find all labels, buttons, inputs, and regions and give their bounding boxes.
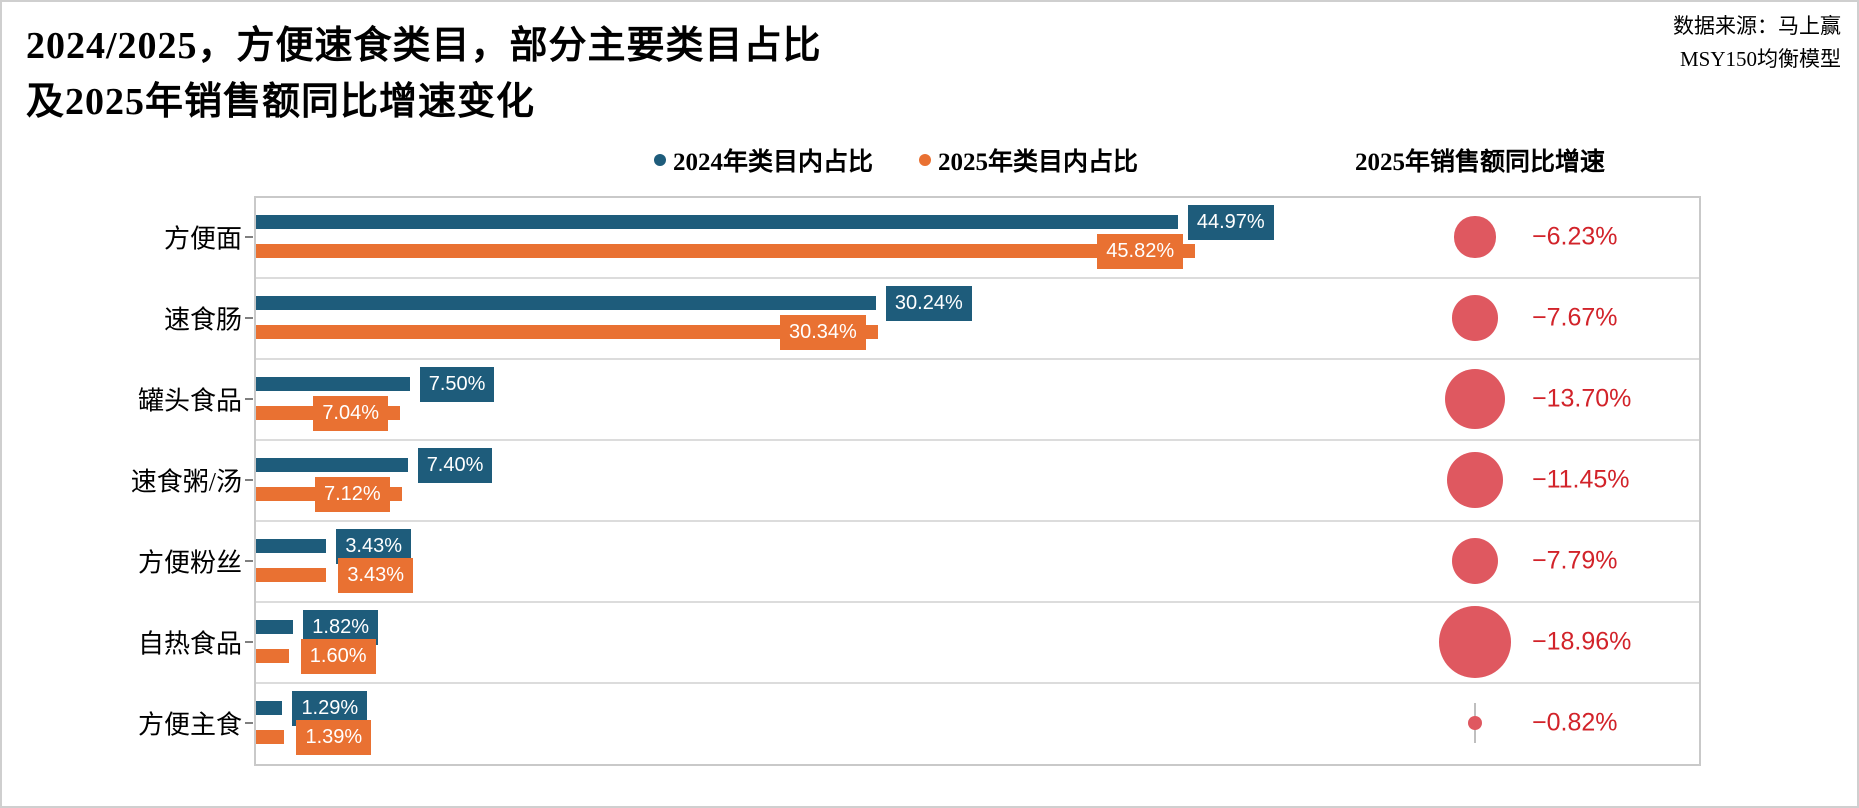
axis-tick: [245, 479, 253, 481]
legend-item-2024: 2024年类目内占比: [654, 142, 873, 178]
chart-row-1: 方便面 44.97% 45.82% −6.23%: [164, 198, 1699, 279]
bar-2024: [256, 458, 408, 472]
legend-label-2025: 2025年类目内占比: [938, 149, 1139, 176]
bar-2024: [256, 701, 283, 715]
growth-value-label: −0.82%: [1532, 708, 1618, 737]
category-label: 速食肠: [163, 305, 242, 335]
growth-value-label: −7.67%: [1532, 303, 1618, 332]
bar-value-label-2025: 30.34%: [779, 315, 866, 350]
bar-2024: [256, 215, 1178, 229]
category-label: 方便粉丝: [137, 548, 242, 578]
bar-value-label-2025: 45.82%: [1097, 234, 1184, 269]
page-title-line2: 及2025年销售额同比增速变化: [26, 81, 536, 123]
bar-2024: [256, 539, 327, 553]
data-source-line1: 数据来源：马上赢: [1673, 14, 1841, 38]
category-label: 方便面: [163, 224, 242, 254]
bar-value-label-2025: 7.04%: [313, 396, 389, 431]
bar-value-label-2024: 44.97%: [1187, 205, 1274, 240]
category-label: 方便主食: [137, 710, 242, 740]
bar-2025: [256, 325, 878, 339]
bar-2025: [256, 244, 1196, 258]
data-source-line2: MSY150均衡模型: [1679, 47, 1841, 71]
legend: 2024年类目内占比 2025年类目内占比: [654, 142, 1138, 178]
bar-value-label-2025: 3.43%: [338, 558, 414, 593]
growth-value-label: −18.96%: [1532, 627, 1632, 656]
page-title-line1: 2024/2025，方便速食类目，部分主要类目占比: [26, 25, 822, 67]
category-label: 自热食品: [137, 629, 242, 659]
growth-bubble: [1444, 368, 1506, 430]
plot-area: 方便面 44.97% 45.82% −6.23% 速食肠 30.24% 30.34% −7.6…: [131, 196, 1701, 766]
axis-tick: [245, 641, 253, 643]
legend-item-2025: 2025年类目内占比: [919, 142, 1138, 178]
bar-2025: [256, 730, 285, 744]
bar-2024: [256, 377, 410, 391]
bar-value-label-2024: 30.24%: [885, 286, 972, 321]
axis-tick: [245, 317, 253, 319]
growth-value-label: −11.45%: [1532, 465, 1630, 494]
legend-label-2024: 2024年类目内占比: [673, 149, 874, 176]
bar-value-label-2024: 7.40%: [417, 448, 493, 483]
axis-tick: [245, 398, 253, 400]
growth-bubble: [1439, 606, 1511, 678]
growth-bubble: [1452, 538, 1498, 584]
chart-row-4: 速食粥/汤 7.40% 7.12% −11.45%: [131, 441, 1699, 522]
bar-2025: [256, 649, 289, 663]
chart-row-6: 自热食品 1.82% 1.60% −18.96%: [138, 603, 1699, 684]
growth-bubble: [1454, 216, 1496, 258]
chart-row-3: 罐头食品 7.50% 7.04% −13.70%: [138, 360, 1699, 441]
axis-tick: [245, 560, 253, 562]
bar-value-label-2024: 7.50%: [419, 367, 495, 402]
growth-value-label: −7.79%: [1532, 546, 1618, 575]
bar-value-label-2025: 1.60%: [300, 639, 376, 674]
bar-2024: [256, 620, 294, 634]
bar-value-label-2025: 1.39%: [296, 720, 372, 755]
chart-row-2: 速食肠 30.24% 30.34% −7.67%: [164, 279, 1699, 360]
category-label: 罐头食品: [137, 386, 242, 416]
data-source-note: 数据来源：马上赢 MSY150均衡模型: [1673, 10, 1841, 76]
page-title: 2024/2025，方便速食类目，部分主要类目占比 及2025年销售额同比增速变…: [26, 18, 822, 130]
legend-dot-2025-icon: [919, 154, 932, 166]
growth-bubble: [1452, 295, 1498, 341]
growth-bubble: [1467, 715, 1483, 731]
growth-column-header: 2025年销售额同比增速: [1355, 149, 1606, 176]
bar-2024: [256, 296, 876, 310]
growth-bubble: [1447, 452, 1503, 508]
category-label: 速食粥/汤: [130, 467, 242, 497]
bar-value-label-2025: 7.12%: [314, 477, 390, 512]
axis-tick: [245, 236, 253, 238]
growth-value-label: −13.70%: [1532, 384, 1632, 413]
growth-value-label: −6.23%: [1532, 222, 1618, 251]
bar-2025: [256, 568, 327, 582]
axis-tick: [245, 722, 253, 724]
chart-row-5: 方便粉丝 3.43% 3.43% −7.79%: [138, 522, 1699, 603]
legend-dot-2024-icon: [654, 154, 666, 166]
chart-row-7: 方便主食 1.29% 1.39% −0.82%: [138, 684, 1699, 765]
